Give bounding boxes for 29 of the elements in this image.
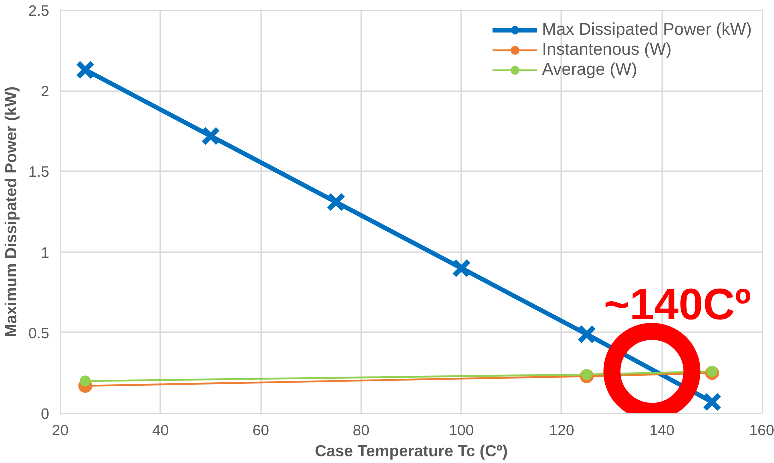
point: [452, 258, 472, 278]
y-tick-label: 2: [41, 84, 50, 101]
x-tick-label: 160: [749, 422, 774, 440]
point: [326, 192, 346, 212]
point: [76, 60, 96, 80]
y-tick-label: 0: [41, 406, 50, 423]
x-tick-label: 120: [549, 422, 574, 440]
y-axis-title: Maximum Dissipated Power (kW): [4, 86, 21, 338]
x-tick-label: 60: [252, 422, 270, 440]
x-axis-title: Case Temperature Tc (Cº): [315, 444, 508, 460]
x-tick-label: 20: [52, 422, 69, 440]
y-tick-label: 2.5: [28, 3, 50, 20]
point: [706, 366, 718, 378]
x-tick-label: 40: [152, 422, 170, 440]
y-tick-label: 1.5: [28, 164, 50, 182]
y-tick-label: 1: [41, 244, 50, 262]
point: [702, 392, 722, 412]
annotation: ~140Cº: [604, 280, 752, 330]
y-tick-label: 0.5: [28, 325, 50, 342]
x-tick-label: 140: [650, 422, 675, 440]
point: [577, 324, 597, 344]
x-tick-label: 80: [353, 422, 370, 440]
point: [201, 126, 220, 146]
legend-label: Max Dissipated Power (kW): [542, 20, 752, 40]
x-tick-label: 100: [449, 422, 474, 440]
legend-label: Average (W): [542, 60, 638, 80]
point: [582, 369, 592, 380]
point: [80, 376, 92, 387]
legend-label: Instantenous (W): [542, 40, 672, 60]
